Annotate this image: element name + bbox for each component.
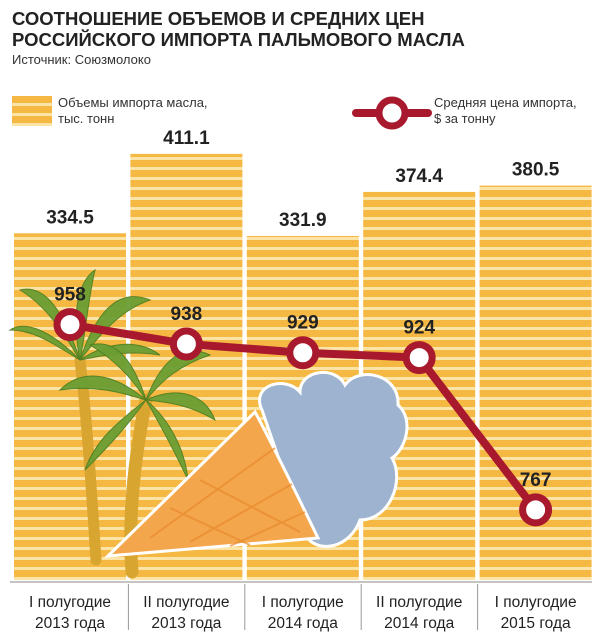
- bar-value-label-3: 331.9: [279, 210, 327, 231]
- price-value-label-1: 958: [54, 285, 86, 306]
- bar-value-label-4: 374.4: [395, 166, 443, 187]
- price-point-4: [402, 341, 436, 375]
- price-value-label-5: 767: [520, 470, 552, 491]
- legend-line-label-2: $ за тонну: [434, 111, 496, 126]
- category-label-3-2: 2014 года: [268, 615, 338, 632]
- category-label-1-1: I полугодие: [29, 594, 111, 611]
- category-label-5-2: 2015 года: [501, 615, 571, 632]
- price-value-label-3: 929: [287, 313, 319, 334]
- palm-leaf-9: [144, 392, 217, 422]
- palm-leaf-1: [8, 325, 81, 361]
- chart-header: СООТНОШЕНИЕ ОБЪЕМОВ И СРЕДНИХ ЦЕН РОССИЙ…: [12, 8, 592, 67]
- price-value-label-4: 924: [403, 318, 435, 339]
- palm-leaf-7: [88, 343, 147, 401]
- category-label-5-1: I полугодие: [495, 594, 577, 611]
- legend-line-label-1: Средняя цена импорта,: [434, 95, 577, 110]
- palm-leaf-6: [58, 375, 147, 401]
- chart-source: Источник: Союзмолоко: [12, 52, 151, 67]
- legend-bar-label-2: тыс. тонн: [58, 111, 115, 126]
- price-point-1: [53, 308, 87, 342]
- category-label-2-1: II полугодие: [143, 594, 229, 611]
- price-line-layer: [53, 308, 553, 527]
- price-point-5: [519, 493, 553, 527]
- bar-value-label-2: 411.1: [163, 128, 210, 149]
- price-value-label-2: 938: [171, 304, 203, 325]
- category-label-4-2: 2014 года: [384, 615, 454, 632]
- bar-value-label-1: 334.5: [46, 207, 94, 228]
- chart-title: СООТНОШЕНИЕ ОБЪЕМОВ И СРЕДНИХ ЦЕН РОССИЙ…: [12, 8, 592, 50]
- legend-bar-swatch: [12, 96, 52, 126]
- ice-cream-cone: [103, 409, 321, 558]
- bar-value-label-5: 380.5: [512, 160, 560, 181]
- chart-title-line-2: РОССИЙСКОГО ИМПОРТА ПАЛЬМОВОГО МАСЛА: [12, 29, 465, 50]
- x-axis: I полугодие 2013 года II полугодие 2013 год…: [10, 581, 592, 632]
- palm-leaf-8: [145, 350, 212, 401]
- legend-bar-label-1: Объемы импорта масла,: [58, 95, 208, 110]
- category-label-2-2: 2013 года: [151, 615, 221, 632]
- category-label-4-1: II полугодие: [376, 594, 462, 611]
- category-label-1-2: 2013 года: [35, 615, 105, 632]
- chart-title-line-1: СООТНОШЕНИЕ ОБЪЕМОВ И СРЕДНИХ ЦЕН: [12, 8, 425, 29]
- price-point-3: [286, 336, 320, 370]
- price-point-2: [169, 327, 203, 361]
- ice-cream-illustration: [103, 370, 409, 558]
- palm-leaf-10: [84, 399, 147, 471]
- labels-layer: 334.5 411.1 331.9 374.4 380.5 958 938 929 924 767: [46, 128, 560, 491]
- legend-line-symbol: [352, 96, 432, 130]
- category-label-3-1: I полугодие: [262, 594, 344, 611]
- cone-pattern: [149, 447, 306, 547]
